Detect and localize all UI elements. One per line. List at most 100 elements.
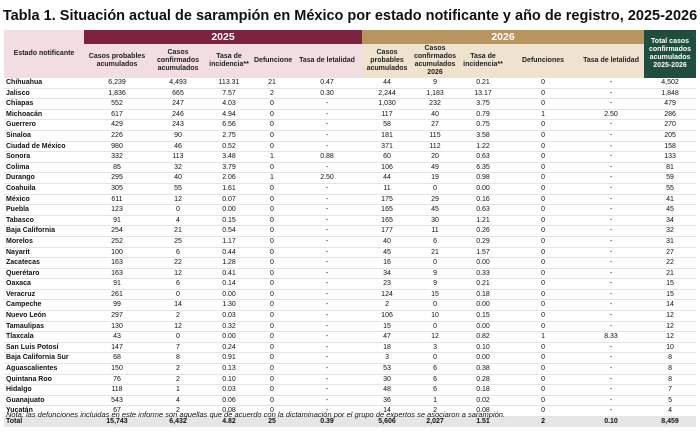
cell: 1.30 xyxy=(206,299,252,312)
cell: - xyxy=(578,225,645,237)
cell: 0 xyxy=(252,194,292,206)
cell: 305 xyxy=(84,183,150,195)
cell: 5,606 xyxy=(362,416,413,427)
cell: - xyxy=(292,183,363,195)
cell: 0 xyxy=(508,395,579,407)
cell: 1.28 xyxy=(206,257,252,269)
state-name: Puebla xyxy=(4,204,84,216)
cell: 0 xyxy=(508,204,579,216)
column-header: Tasa de incidencia** xyxy=(458,44,509,78)
cell: 43 xyxy=(84,331,150,343)
cell: 76 xyxy=(84,374,150,386)
cell: 2,027 xyxy=(412,416,459,427)
cell: - xyxy=(292,204,363,216)
cell: 2.50 xyxy=(578,109,645,121)
data-row: Baja California Sur 68 8 0.91 0-3 0 0.00 0-8 xyxy=(4,352,697,365)
cell: - xyxy=(292,299,363,312)
cell: - xyxy=(578,257,645,269)
cell: 22 xyxy=(644,257,697,269)
cell: 4,502 xyxy=(644,78,697,89)
cell: 45 xyxy=(362,247,413,259)
cell: 1 xyxy=(150,384,206,396)
cell: 0 xyxy=(252,109,292,121)
cell: 2 xyxy=(412,405,459,417)
cell: 286 xyxy=(644,109,697,121)
cell: 15 xyxy=(644,278,697,290)
cell: 133 xyxy=(644,151,697,163)
cell: 0.00 xyxy=(206,289,252,301)
cell: 270 xyxy=(644,119,697,131)
cell: 1,030 xyxy=(362,98,413,110)
state-name: Tabasco xyxy=(4,215,84,227)
cell: - xyxy=(578,194,645,206)
cell: 163 xyxy=(84,257,150,269)
cell: 0 xyxy=(252,321,292,333)
data-row: Nuevo León 297 2 0.03 0-106 10 0.15 0-12 xyxy=(4,310,697,322)
cell: 665 xyxy=(150,88,206,100)
cell: 0.18 xyxy=(458,289,509,301)
cell: 371 xyxy=(362,141,413,153)
cell: 1.21 xyxy=(458,215,509,227)
header-row: Estado notificante 2025 2026 Total casos co… xyxy=(4,30,697,78)
column-header: Casos probables acumulados xyxy=(84,44,150,78)
cell: 243 xyxy=(150,119,206,131)
cell: - xyxy=(292,321,363,333)
cell: 429 xyxy=(84,119,150,131)
cell: 0.79 xyxy=(458,109,509,121)
state-name: Veracruz xyxy=(4,289,84,301)
cell: - xyxy=(292,194,363,206)
cell: 0 xyxy=(252,278,292,290)
cell: 48 xyxy=(362,384,413,396)
cell: 130 xyxy=(84,321,150,333)
cell: 55 xyxy=(644,183,697,195)
cell: 21 xyxy=(644,268,697,280)
cell: 1.57 xyxy=(458,247,509,259)
cell: 181 xyxy=(362,130,413,142)
cell: 53 xyxy=(362,363,413,375)
year-header: 2026 xyxy=(362,30,645,44)
cell: 113 xyxy=(150,151,206,163)
cell: 147 xyxy=(84,342,150,354)
cell: - xyxy=(578,141,645,153)
cell: 0.21 xyxy=(458,78,509,89)
cell: 205 xyxy=(644,130,697,142)
cell: 12 xyxy=(150,268,206,280)
data-row: Ciudad de México 980 46 0.52 0-371 112 1.22 0-1… xyxy=(4,141,697,153)
cell: 115 xyxy=(412,130,459,142)
cell: 0 xyxy=(508,247,579,259)
cell: 15 xyxy=(362,321,413,333)
cell: 9 xyxy=(412,278,459,290)
header-row: Casos probables acumulados Casos confirma… xyxy=(4,44,696,78)
cell: 0 xyxy=(252,141,292,153)
cell: 2.50 xyxy=(292,172,363,184)
cell: 2 xyxy=(150,374,206,386)
cell: 29 xyxy=(412,194,459,206)
state-name: Querétaro xyxy=(4,268,84,280)
state-name: Quintana Roo xyxy=(4,374,84,386)
cell: - xyxy=(292,384,363,396)
cell: - xyxy=(292,225,363,237)
cell: 0.14 xyxy=(206,278,252,290)
cell: 0.00 xyxy=(458,299,509,312)
cell: 8 xyxy=(644,374,697,386)
cell: 0.08 xyxy=(458,405,509,417)
cell: 0.18 xyxy=(458,384,509,396)
cell: 9 xyxy=(412,78,459,89)
column-header: Defunciones xyxy=(508,44,579,78)
cell: 81 xyxy=(644,162,697,174)
cell: 6 xyxy=(412,384,459,396)
cell: 40 xyxy=(362,236,413,248)
cell: 40 xyxy=(412,109,459,121)
cell: - xyxy=(578,98,645,110)
cell: 226 xyxy=(84,130,150,142)
cell: 0 xyxy=(252,405,292,417)
cell: 247 xyxy=(150,98,206,110)
cell: 3.58 xyxy=(458,130,509,142)
state-name: Nuevo León xyxy=(4,310,84,322)
cell: 14 xyxy=(150,299,206,312)
cell: 0 xyxy=(508,98,579,110)
column-header: Tasa de incidencia** xyxy=(206,44,252,78)
data-row: Nayarit 100 6 0.44 0-45 21 1.57 0-27 xyxy=(4,247,697,259)
data-row: Tlaxcala 43 0 0.00 0-47 12 0.82 1 8.33 12 xyxy=(4,331,697,343)
